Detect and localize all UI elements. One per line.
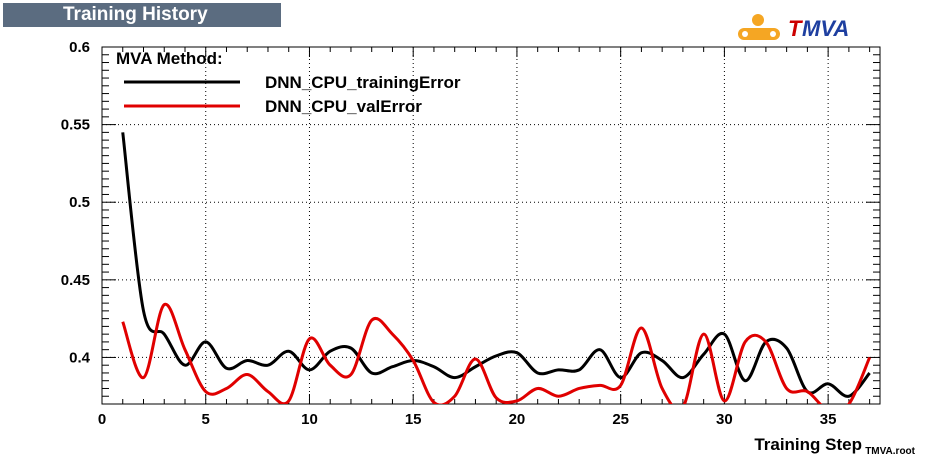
legend-header: MVA Method: xyxy=(116,49,223,68)
legend-entry: DNN_CPU_valError xyxy=(265,97,422,116)
plot-frame xyxy=(101,46,881,405)
file-footnote: TMVA.root xyxy=(865,446,915,457)
y-tick-label: 0.45 xyxy=(61,272,90,289)
x-tick-label: 35 xyxy=(820,411,837,428)
y-tick-label: 0.4 xyxy=(69,349,91,366)
grid-layer xyxy=(102,46,880,404)
tmva-logo: T MVA xyxy=(730,12,878,42)
axes-layer xyxy=(101,46,881,405)
x-tick-label: 20 xyxy=(509,411,526,428)
x-axis-title: Training Step xyxy=(754,435,862,454)
svg-text:MVA: MVA xyxy=(802,16,849,41)
x-tick-label: 5 xyxy=(202,411,210,428)
x-tick-label: 0 xyxy=(98,411,106,428)
y-tick-label: 0.5 xyxy=(69,194,90,211)
x-tick-label: 25 xyxy=(612,411,629,428)
series-layer xyxy=(121,132,872,404)
series-line-training-error xyxy=(121,132,871,398)
chart-title: Training History xyxy=(3,3,281,27)
y-tick-label: 0.6 xyxy=(69,39,90,56)
legend-entry: DNN_CPU_trainingError xyxy=(265,73,461,92)
x-tick-label: 10 xyxy=(301,411,318,428)
x-tick-label: 30 xyxy=(716,411,733,428)
x-tick-label: 15 xyxy=(405,411,422,428)
y-tick-label: 0.55 xyxy=(61,117,90,134)
series-line-val-error xyxy=(121,303,872,404)
legend: MVA Method: DNN_CPU_trainingError DNN_CPU_… xyxy=(116,49,461,116)
svg-text:T: T xyxy=(788,16,803,41)
labels-layer: 0 5 10 15 20 25 30 35 0.4 0.45 0.5 0.55 0.6 Training … xyxy=(61,39,916,457)
